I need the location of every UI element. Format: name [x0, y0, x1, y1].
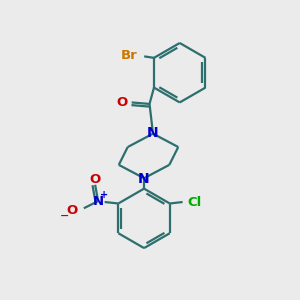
Text: Cl: Cl: [187, 196, 201, 208]
Text: N: N: [147, 126, 159, 140]
Text: O: O: [116, 96, 128, 109]
Text: Br: Br: [120, 49, 137, 62]
Text: O: O: [66, 204, 77, 217]
Text: +: +: [100, 190, 108, 200]
Text: N: N: [138, 172, 150, 185]
Text: N: N: [92, 195, 104, 208]
Text: O: O: [89, 173, 101, 186]
Text: −: −: [60, 211, 69, 221]
